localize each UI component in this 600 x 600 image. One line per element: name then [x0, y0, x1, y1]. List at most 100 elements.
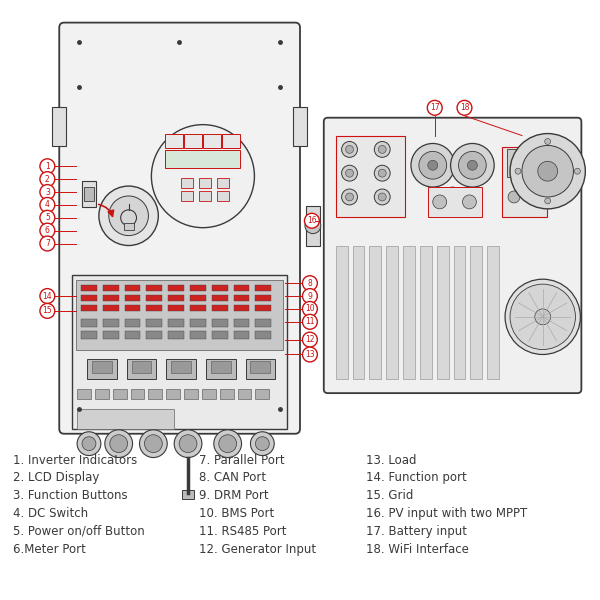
Circle shape: [346, 145, 353, 154]
Circle shape: [341, 142, 358, 157]
Bar: [82, 181, 96, 207]
Text: 5: 5: [45, 213, 50, 222]
Circle shape: [463, 195, 476, 209]
Text: 6.Meter Port: 6.Meter Port: [13, 543, 86, 556]
Circle shape: [40, 211, 55, 225]
Circle shape: [545, 198, 551, 204]
Circle shape: [574, 168, 580, 174]
Text: 16: 16: [307, 216, 317, 225]
Bar: [146, 295, 162, 301]
Text: 12: 12: [305, 335, 314, 344]
Circle shape: [451, 143, 494, 187]
Circle shape: [302, 347, 317, 362]
Bar: [202, 389, 216, 399]
Bar: [233, 285, 250, 291]
Bar: [84, 187, 94, 201]
Bar: [124, 223, 134, 230]
Text: 16. PV input with two MPPT: 16. PV input with two MPPT: [367, 507, 527, 520]
Circle shape: [505, 279, 580, 355]
Circle shape: [40, 172, 55, 187]
Bar: [437, 245, 449, 379]
Bar: [125, 295, 140, 301]
Text: 15. Grid: 15. Grid: [367, 489, 414, 502]
Circle shape: [427, 100, 442, 115]
Bar: [386, 245, 398, 379]
Text: 9: 9: [307, 292, 313, 301]
Bar: [81, 285, 97, 291]
Bar: [148, 389, 162, 399]
Circle shape: [510, 134, 586, 209]
Bar: [103, 295, 119, 301]
Circle shape: [302, 276, 317, 290]
Bar: [87, 359, 117, 379]
Bar: [306, 206, 320, 245]
Bar: [335, 245, 347, 379]
Bar: [182, 490, 194, 499]
Bar: [166, 359, 196, 379]
Text: 1: 1: [45, 162, 50, 171]
Circle shape: [82, 437, 96, 451]
Circle shape: [428, 160, 438, 170]
Circle shape: [77, 432, 101, 455]
Bar: [420, 245, 432, 379]
Circle shape: [378, 145, 386, 154]
Circle shape: [302, 301, 317, 316]
Circle shape: [304, 214, 319, 228]
Bar: [203, 134, 221, 148]
Bar: [217, 191, 229, 201]
Text: 12. Generator Input: 12. Generator Input: [199, 543, 316, 556]
Bar: [103, 285, 119, 291]
Circle shape: [40, 289, 55, 304]
Circle shape: [374, 142, 390, 157]
Text: 10. BMS Port: 10. BMS Port: [199, 507, 274, 520]
Text: 18: 18: [460, 103, 469, 112]
Text: 9. DRM Port: 9. DRM Port: [199, 489, 269, 502]
Text: 14: 14: [43, 292, 52, 301]
Circle shape: [40, 197, 55, 212]
Circle shape: [467, 160, 478, 170]
Bar: [131, 389, 145, 399]
Text: 4: 4: [45, 200, 50, 209]
Bar: [125, 331, 140, 338]
Bar: [81, 305, 97, 311]
Bar: [184, 134, 202, 148]
Bar: [211, 361, 230, 373]
Bar: [250, 361, 270, 373]
Circle shape: [40, 236, 55, 251]
Circle shape: [510, 284, 575, 350]
Bar: [470, 245, 482, 379]
Bar: [165, 134, 183, 148]
Bar: [168, 295, 184, 301]
Bar: [199, 178, 211, 188]
Bar: [168, 285, 184, 291]
Bar: [353, 245, 364, 379]
Bar: [212, 295, 227, 301]
Bar: [181, 178, 193, 188]
Bar: [77, 389, 91, 399]
Bar: [190, 295, 206, 301]
Bar: [403, 245, 415, 379]
Bar: [217, 178, 229, 188]
Bar: [81, 331, 97, 338]
Bar: [131, 361, 151, 373]
Circle shape: [302, 332, 317, 347]
Circle shape: [214, 430, 242, 458]
Text: 7. Parallel Port: 7. Parallel Port: [199, 454, 284, 467]
Circle shape: [508, 191, 520, 203]
Bar: [199, 191, 211, 201]
Circle shape: [179, 435, 197, 452]
Bar: [165, 151, 239, 168]
Bar: [212, 319, 227, 327]
Bar: [190, 305, 206, 311]
Bar: [428, 187, 482, 217]
Circle shape: [151, 125, 254, 227]
Circle shape: [538, 161, 557, 181]
Text: 6: 6: [45, 226, 50, 235]
Bar: [146, 331, 162, 338]
Circle shape: [40, 304, 55, 319]
Text: 8. CAN Port: 8. CAN Port: [199, 472, 266, 484]
Circle shape: [526, 191, 538, 203]
Bar: [168, 319, 184, 327]
Text: 13: 13: [305, 350, 315, 359]
Circle shape: [535, 309, 551, 325]
